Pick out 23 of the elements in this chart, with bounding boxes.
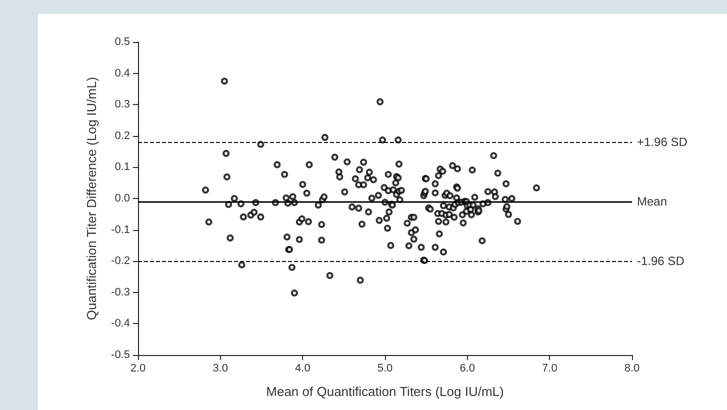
x-tick-label: 6.0	[460, 362, 475, 374]
x-tick-label: 5.0	[377, 362, 393, 374]
y-tick-label: 0.2	[114, 130, 130, 142]
x-axis-title: Mean of Quantification Titers (Log IU/mL)	[266, 384, 504, 399]
y-axis-title: Quantification Titer Difference (Log IU/mL)	[84, 76, 99, 320]
y-tick-label: 0.3	[114, 98, 130, 111]
x-tick-label: 3.0	[212, 362, 228, 374]
x-tick-label: 4.0	[295, 362, 310, 374]
x-tick-label: 7.0	[542, 362, 558, 374]
y-tick-label: -0.3	[111, 286, 130, 298]
ref-line-label: Mean	[637, 194, 668, 209]
x-tick-label: 2.0	[130, 362, 146, 374]
ref-line-label: -1.96 SD	[637, 254, 685, 268]
ref-line-label: +1.96 SD	[637, 135, 688, 150]
y-tick-label: -0.5	[111, 349, 130, 361]
y-tick-label: 0.1	[114, 161, 130, 174]
y-tick-label: -0.4	[111, 318, 130, 330]
y-tick-label: 0.5	[114, 36, 130, 48]
y-tick-label: -0.2	[111, 255, 130, 268]
y-tick-label: 0.4	[114, 67, 130, 80]
y-tick-label: 0.0	[114, 192, 130, 204]
x-tick-label: 8.0	[624, 362, 640, 374]
y-tick-label: -0.1	[111, 224, 130, 236]
